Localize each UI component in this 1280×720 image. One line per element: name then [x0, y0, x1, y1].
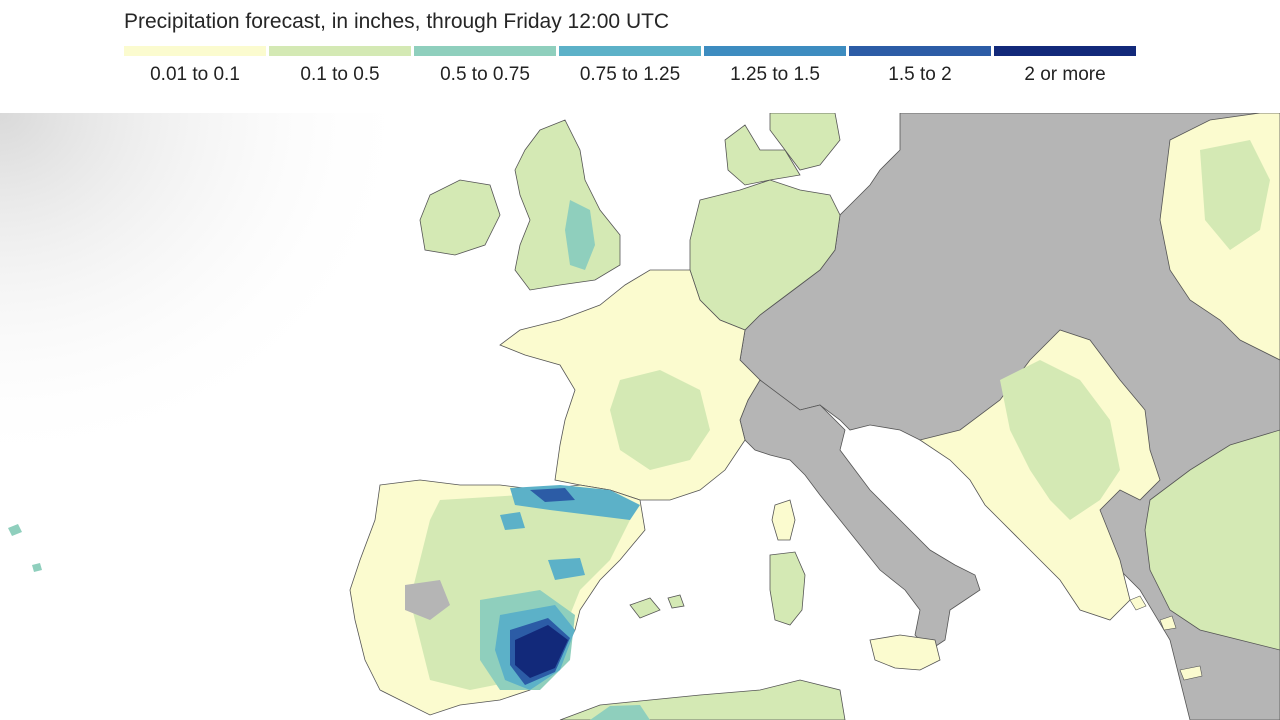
- legend-label: 0.75 to 1.25: [579, 64, 681, 85]
- legend-panel: Precipitation forecast, in inches, throu…: [0, 0, 1280, 113]
- land-turkey: [1144, 429, 1280, 651]
- legend-label: 0.5 to 0.75: [440, 64, 530, 85]
- precip-britain-teal: [565, 200, 595, 270]
- legend-title: Precipitation forecast, in inches, throu…: [124, 10, 670, 33]
- land-ireland: [419, 179, 501, 256]
- land-islands: [8, 524, 42, 572]
- legend-swatch: [269, 46, 411, 56]
- legend-swatch: [414, 46, 556, 56]
- land-corsica: [771, 499, 796, 541]
- legend-swatch: [994, 46, 1136, 56]
- precipitation-map[interactable]: [0, 113, 1280, 720]
- legend-swatch: [704, 46, 846, 56]
- map-svg: [0, 113, 1280, 720]
- land-sicily: [869, 634, 941, 671]
- precip-iberia-spots: [500, 512, 585, 580]
- land-aegean: [1129, 595, 1203, 681]
- precip-iberia-darkest: [515, 625, 568, 678]
- precip-iberia-gray: [405, 580, 450, 620]
- land-scandinavia: [769, 113, 841, 171]
- legend-label: 2 or more: [1024, 64, 1106, 85]
- legend-item-2: 0.5 to 0.75: [414, 46, 556, 86]
- legend-swatch: [124, 46, 266, 56]
- land-balearics: [629, 594, 685, 619]
- precip-balkans-green: [1000, 360, 1120, 520]
- legend-swatch: [849, 46, 991, 56]
- precip-africa-teal: [590, 705, 650, 720]
- legend-item-5: 1.5 to 2: [849, 46, 991, 86]
- precip-france-green: [610, 370, 710, 470]
- precip-iberia-green: [410, 495, 630, 690]
- legend-label: 0.1 to 0.5: [300, 64, 380, 85]
- sea-vignette: [0, 113, 520, 533]
- precip-pyrenees-dark: [530, 488, 575, 502]
- legend-item-1: 0.1 to 0.5: [269, 46, 411, 86]
- legend-item-3: 0.75 to 1.25: [559, 46, 701, 86]
- land-sardinia: [769, 551, 806, 626]
- legend-label: 1.25 to 1.5: [730, 64, 820, 85]
- legend-label: 1.5 to 2: [888, 64, 952, 85]
- legend-swatch: [559, 46, 701, 56]
- legend-bar: 0.01 to 0.1 0.1 to 0.5 0.5 to 0.75 0.75 …: [124, 46, 1136, 86]
- legend-item-6: 2 or more: [994, 46, 1136, 86]
- precip-east-green: [1200, 140, 1270, 250]
- land-denmark: [724, 124, 801, 186]
- legend-item-4: 1.25 to 1.5: [704, 46, 846, 86]
- legend-item-0: 0.01 to 0.1: [124, 46, 266, 86]
- legend-label: 0.01 to 0.1: [150, 64, 240, 85]
- land-italy: [739, 379, 981, 651]
